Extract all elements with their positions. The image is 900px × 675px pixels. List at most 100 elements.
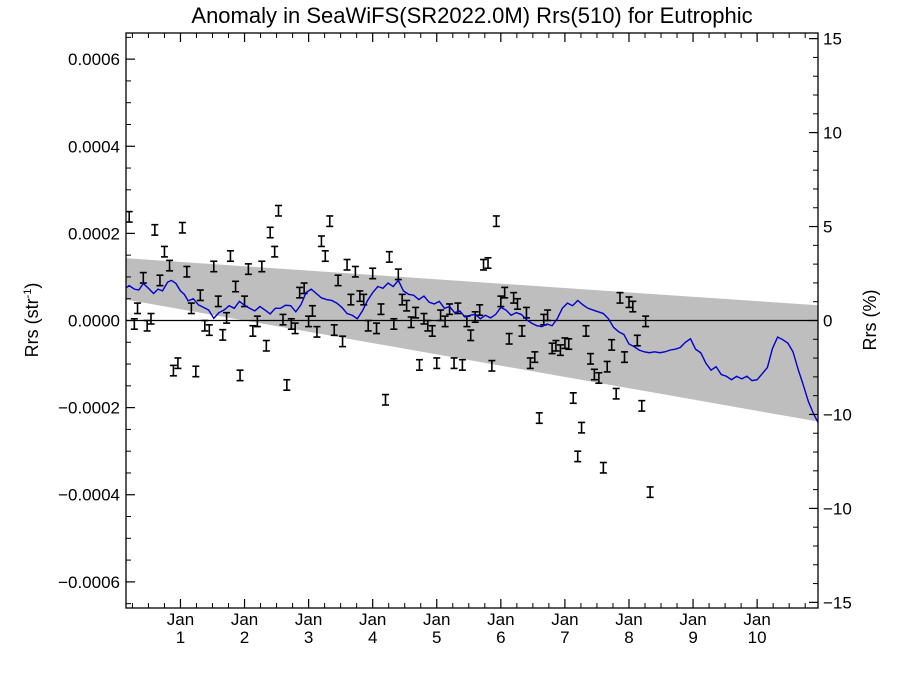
- data-point: [480, 258, 488, 271]
- data-point: [192, 365, 200, 378]
- y-tick-label-left: 0.0000: [68, 312, 120, 331]
- y-tick-label-left: −0.0004: [58, 486, 120, 505]
- data-point: [373, 322, 381, 335]
- y-axis-label-left: Rrs (str-1): [22, 283, 42, 358]
- data-point: [642, 315, 650, 328]
- y-axis-label-right: Rrs (%): [860, 290, 880, 351]
- data-point: [450, 357, 458, 370]
- data-point: [253, 315, 261, 328]
- data-point: [382, 393, 389, 406]
- y-tick-label-right: 5: [823, 218, 832, 237]
- data-point: [492, 215, 500, 228]
- data-point: [274, 204, 282, 217]
- y-tick-label-left: 0.0006: [68, 50, 120, 69]
- x-tick-label-month: Jan: [487, 610, 514, 629]
- data-point: [574, 450, 582, 463]
- y-tick-label-right: 0: [823, 312, 832, 331]
- data-point: [569, 392, 577, 405]
- data-point: [287, 317, 295, 331]
- data-point: [347, 293, 355, 306]
- data-point: [187, 302, 195, 315]
- data-point: [403, 299, 411, 312]
- data-point: [531, 351, 539, 364]
- data-point: [147, 312, 155, 325]
- x-tick-label-month: Jan: [359, 610, 386, 629]
- data-point: [535, 412, 543, 425]
- data-point: [518, 324, 526, 337]
- data-point: [437, 309, 445, 322]
- data-point: [476, 304, 484, 317]
- data-point: [143, 319, 151, 332]
- data-point: [599, 461, 607, 474]
- data-point: [565, 337, 573, 351]
- data-point: [556, 344, 564, 357]
- data-point: [510, 291, 518, 304]
- data-point: [313, 325, 321, 338]
- data-point: [415, 358, 423, 371]
- data-point: [398, 293, 406, 306]
- data-point: [390, 317, 398, 331]
- data-point: [226, 250, 234, 263]
- data-point: [258, 260, 266, 273]
- axes: 0.0006 0.0004 0.0002 0.0000 −0.0002 −0.0004 −0…: [58, 30, 852, 647]
- y-axis-label-left-sup: -1: [22, 289, 34, 299]
- data-point: [433, 357, 441, 370]
- x-tick-label-month: Jan: [743, 610, 770, 629]
- x-tick-label-year: 6: [496, 628, 505, 647]
- data-point: [544, 309, 552, 322]
- data-point: [578, 421, 586, 434]
- data-point: [407, 316, 415, 329]
- data-point: [616, 291, 624, 304]
- data-point: [497, 295, 505, 308]
- data-point: [582, 324, 590, 337]
- y-tick-label-right: 15: [823, 30, 842, 49]
- data-point: [196, 289, 204, 302]
- data-point: [458, 358, 466, 371]
- data-point: [548, 342, 556, 355]
- x-tick-label-month: Jan: [423, 610, 450, 629]
- x-tick-label-year: 5: [432, 628, 441, 647]
- y-tick-label-left: −0.0006: [58, 573, 120, 592]
- plot-area: [126, 204, 818, 499]
- data-point: [343, 258, 351, 271]
- data-point: [236, 369, 244, 382]
- data-point: [262, 339, 270, 352]
- data-point: [169, 364, 177, 377]
- data-point: [561, 337, 569, 350]
- data-point: [214, 295, 222, 308]
- data-point: [608, 338, 616, 351]
- x-tick-label-year: 10: [748, 628, 767, 647]
- data-point: [629, 300, 637, 313]
- data-point: [249, 324, 257, 337]
- data-point: [296, 286, 304, 299]
- data-point: [219, 328, 227, 341]
- data-point: [232, 280, 240, 293]
- x-tick-label-month: Jan: [679, 610, 706, 629]
- data-point: [326, 215, 334, 228]
- data-point: [646, 486, 654, 499]
- y-tick-label-left: −0.0002: [58, 399, 120, 418]
- data-point: [505, 332, 513, 345]
- data-point: [178, 221, 186, 234]
- data-point: [160, 245, 168, 258]
- data-point: [134, 302, 142, 315]
- data-point: [279, 313, 287, 326]
- data-point: [484, 256, 492, 270]
- data-point: [625, 296, 633, 309]
- data-point: [471, 310, 479, 324]
- data-point: [334, 274, 342, 287]
- y-axis-label-left-close: ): [22, 283, 42, 289]
- data-point: [283, 378, 291, 391]
- data-point: [321, 250, 329, 263]
- x-tick-label-year: 7: [560, 628, 569, 647]
- data-point: [385, 250, 393, 263]
- y-tick-label-right: −10: [823, 405, 852, 424]
- y-tick-label-right: −15: [823, 593, 852, 612]
- data-point: [369, 267, 377, 280]
- data-point: [587, 352, 595, 365]
- data-point: [126, 210, 133, 223]
- x-tick-label-year: 2: [240, 628, 249, 647]
- data-point: [412, 306, 420, 319]
- data-point: [339, 335, 347, 348]
- y-tick-label-right: −10: [823, 499, 852, 518]
